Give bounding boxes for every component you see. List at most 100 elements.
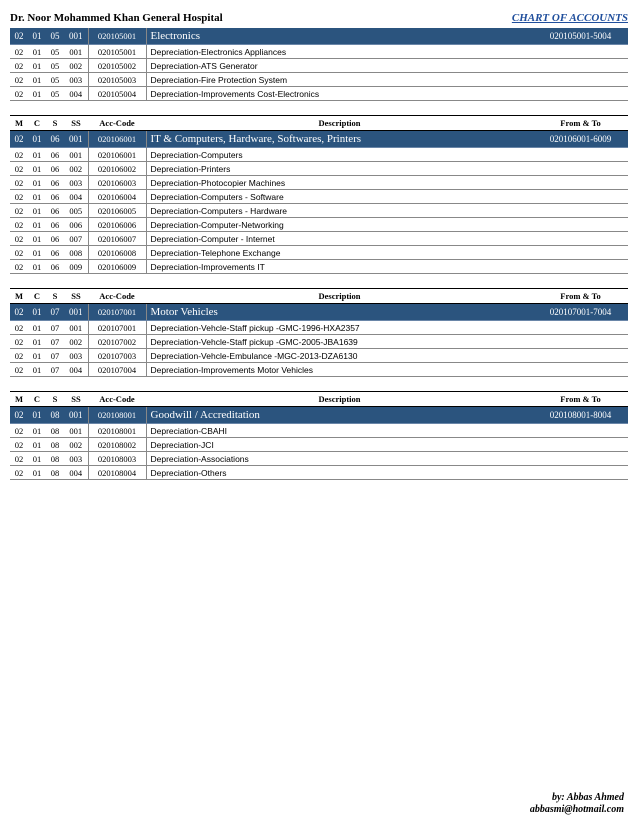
cell-ft <box>533 260 628 274</box>
group-acc: 020108001 <box>88 407 146 424</box>
cell-s: 06 <box>46 204 64 218</box>
table-row: 020105003020105003Depreciation-Fire Prot… <box>10 73 628 87</box>
group-s: 07 <box>46 304 64 321</box>
col-ft: From & To <box>533 116 628 131</box>
cell-ft <box>533 349 628 363</box>
cell-desc: Depreciation-CBAHI <box>146 424 533 438</box>
cell-c: 01 <box>28 204 46 218</box>
cell-ft <box>533 87 628 101</box>
cell-s: 05 <box>46 45 64 59</box>
table-row: 020108004020108004Depreciation-Others <box>10 466 628 480</box>
cell-s: 05 <box>46 59 64 73</box>
page-title: Dr. Noor Mohammed Khan General Hospital <box>10 12 223 24</box>
cell-s: 08 <box>46 452 64 466</box>
account-table: MCSSSAcc-CodeDescriptionFrom & To0201070… <box>10 288 628 377</box>
cell-c: 01 <box>28 232 46 246</box>
cell-desc: Depreciation-Computers <box>146 148 533 162</box>
cell-desc: Depreciation-JCI <box>146 438 533 452</box>
cell-c: 01 <box>28 190 46 204</box>
cell-desc: Depreciation-Computers - Hardware <box>146 204 533 218</box>
cell-ft <box>533 204 628 218</box>
cell-c: 01 <box>28 335 46 349</box>
table-row: 020108003020108003Depreciation-Associati… <box>10 452 628 466</box>
col-desc: Description <box>146 289 533 304</box>
cell-m: 02 <box>10 349 28 363</box>
cell-s: 05 <box>46 87 64 101</box>
col-desc: Description <box>146 116 533 131</box>
group-ss: 001 <box>64 407 88 424</box>
group-desc: Motor Vehicles <box>146 304 533 321</box>
group-s: 06 <box>46 131 64 148</box>
footer-author: by: Abbas Ahmed <box>530 792 624 804</box>
cell-acc: 020108003 <box>88 452 146 466</box>
cell-c: 01 <box>28 148 46 162</box>
cell-s: 07 <box>46 335 64 349</box>
cell-m: 02 <box>10 321 28 335</box>
group-ss: 001 <box>64 304 88 321</box>
col-m: M <box>10 116 28 131</box>
group-acc: 020107001 <box>88 304 146 321</box>
cell-desc: Depreciation-Computer-Networking <box>146 218 533 232</box>
table-row: 020106003020106003Depreciation-Photocopi… <box>10 176 628 190</box>
cell-s: 08 <box>46 424 64 438</box>
cell-ss: 003 <box>64 176 88 190</box>
cell-c: 01 <box>28 73 46 87</box>
col-acc: Acc-Code <box>88 392 146 407</box>
cell-acc: 020108002 <box>88 438 146 452</box>
cell-acc: 020106007 <box>88 232 146 246</box>
col-acc: Acc-Code <box>88 289 146 304</box>
cell-c: 01 <box>28 260 46 274</box>
page-footer: by: Abbas Ahmed abbasmi@hotmail.com <box>530 792 624 816</box>
group-acc: 020105001 <box>88 28 146 45</box>
cell-c: 01 <box>28 466 46 480</box>
cell-m: 02 <box>10 232 28 246</box>
cell-acc: 020106009 <box>88 260 146 274</box>
cell-m: 02 <box>10 438 28 452</box>
cell-s: 07 <box>46 321 64 335</box>
group-desc: Goodwill / Accreditation <box>146 407 533 424</box>
table-row: 020106007020106007Depreciation-Computer … <box>10 232 628 246</box>
table-row: 020107004020107004Depreciation-Improveme… <box>10 363 628 377</box>
cell-s: 06 <box>46 176 64 190</box>
cell-ft <box>533 162 628 176</box>
cell-acc: 020105003 <box>88 73 146 87</box>
cell-desc: Depreciation-Improvements Cost-Electroni… <box>146 87 533 101</box>
cell-ft <box>533 176 628 190</box>
cell-c: 01 <box>28 87 46 101</box>
cell-ft <box>533 190 628 204</box>
cell-c: 01 <box>28 424 46 438</box>
cell-ss: 001 <box>64 321 88 335</box>
cell-m: 02 <box>10 73 28 87</box>
col-c: C <box>28 116 46 131</box>
cell-m: 02 <box>10 148 28 162</box>
cell-acc: 020107001 <box>88 321 146 335</box>
group-row: 020106001020106001IT & Computers, Hardwa… <box>10 131 628 148</box>
table-row: 020107002020107002Depreciation-Vehcle-St… <box>10 335 628 349</box>
cell-ft <box>533 321 628 335</box>
cell-c: 01 <box>28 176 46 190</box>
col-ft: From & To <box>533 392 628 407</box>
table-header-row: MCSSSAcc-CodeDescriptionFrom & To <box>10 289 628 304</box>
cell-acc: 020107003 <box>88 349 146 363</box>
account-sections: 020105001020105001Electronics020105001-5… <box>10 28 628 480</box>
cell-m: 02 <box>10 59 28 73</box>
table-row: 020106002020106002Depreciation-Printers <box>10 162 628 176</box>
cell-s: 06 <box>46 232 64 246</box>
col-acc: Acc-Code <box>88 116 146 131</box>
cell-ft <box>533 59 628 73</box>
group-desc: Electronics <box>146 28 533 45</box>
col-m: M <box>10 289 28 304</box>
cell-ss: 003 <box>64 349 88 363</box>
cell-desc: Depreciation-ATS Generator <box>146 59 533 73</box>
cell-s: 06 <box>46 260 64 274</box>
cell-desc: Depreciation-Associations <box>146 452 533 466</box>
cell-desc: Depreciation-Vehcle-Staff pickup -GMC-20… <box>146 335 533 349</box>
cell-c: 01 <box>28 218 46 232</box>
col-ft: From & To <box>533 289 628 304</box>
cell-acc: 020107004 <box>88 363 146 377</box>
page-subtitle: CHART OF ACCOUNTS <box>512 12 628 24</box>
cell-c: 01 <box>28 349 46 363</box>
cell-ft <box>533 73 628 87</box>
group-row: 020105001020105001Electronics020105001-5… <box>10 28 628 45</box>
cell-ss: 009 <box>64 260 88 274</box>
